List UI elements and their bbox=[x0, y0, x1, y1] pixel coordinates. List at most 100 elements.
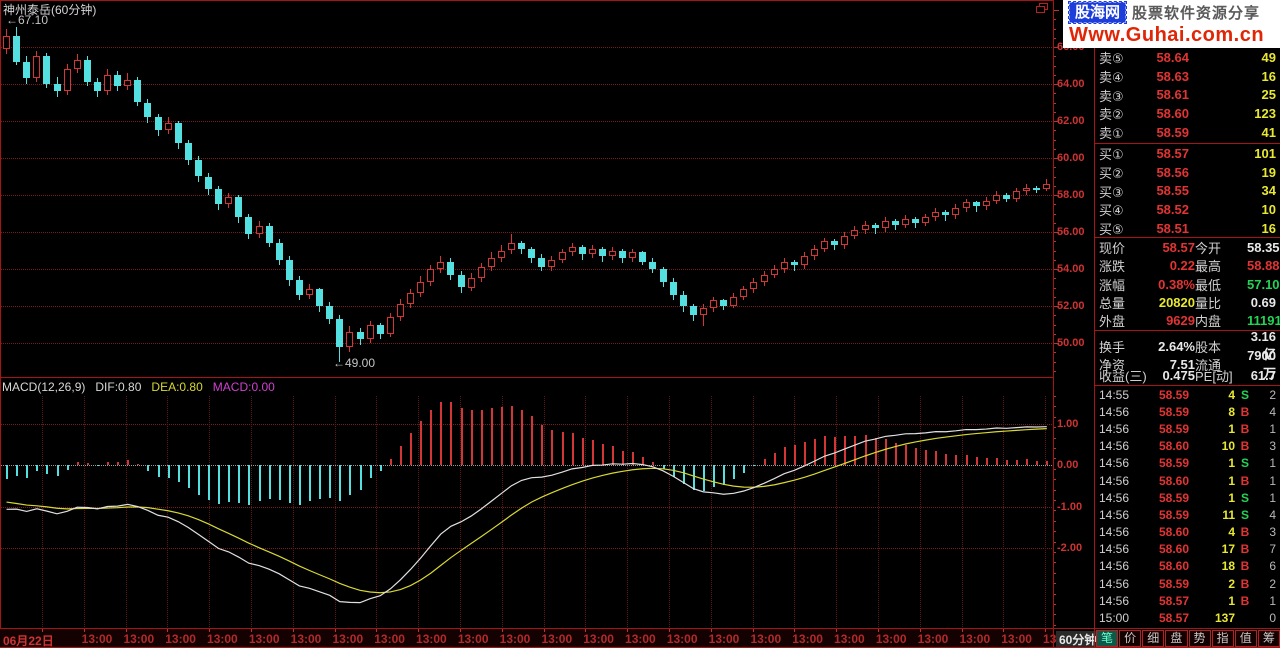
axis-tick bbox=[1053, 222, 1056, 224]
level-label: 买① bbox=[1099, 146, 1124, 162]
trade-side: B bbox=[1240, 421, 1250, 436]
macd-bar-up bbox=[601, 444, 604, 465]
axis-tick bbox=[1053, 583, 1056, 585]
trade-time: 14:56 bbox=[1099, 576, 1130, 591]
axis-tick bbox=[1053, 56, 1056, 58]
tab-势[interactable]: 势 bbox=[1188, 630, 1211, 647]
restore-window-icon[interactable] bbox=[1036, 3, 1049, 13]
gridline bbox=[1, 423, 1052, 425]
level-label: 卖② bbox=[1099, 107, 1124, 123]
sell-level-row[interactable]: 卖④ 58.63 16 bbox=[1095, 67, 1280, 86]
buy-level-row[interactable]: 买④ 58.52 10 bbox=[1095, 200, 1280, 219]
tab-笔[interactable]: 笔 bbox=[1096, 630, 1119, 647]
trade-time: 14:56 bbox=[1099, 542, 1130, 557]
axis-tick bbox=[1053, 296, 1056, 298]
axis-tick bbox=[1053, 232, 1059, 233]
tab-指[interactable]: 指 bbox=[1211, 630, 1234, 647]
gridline bbox=[669, 396, 670, 627]
candle-down bbox=[1033, 187, 1041, 190]
candle-up bbox=[497, 250, 505, 258]
time-tick-label: 13:00 bbox=[583, 632, 614, 646]
time-tick bbox=[543, 629, 545, 632]
macd-bar-up bbox=[460, 407, 463, 465]
logo-badge: 股海网 bbox=[1067, 0, 1128, 24]
trade-time: 14:56 bbox=[1099, 473, 1130, 488]
candle-up bbox=[73, 59, 81, 70]
buy-level-row[interactable]: 买② 58.56 19 bbox=[1095, 163, 1280, 182]
gridline bbox=[1045, 396, 1047, 627]
sell-level-row[interactable]: 卖⑤ 58.64 49 bbox=[1095, 48, 1280, 67]
axis-tick bbox=[1053, 572, 1056, 574]
macd-bar-down bbox=[16, 465, 19, 477]
axis-tick bbox=[1053, 343, 1059, 344]
info-label: 最低 bbox=[1195, 277, 1222, 293]
gridline bbox=[1, 84, 1052, 85]
chart-region[interactable]: 神州泰岳(60分钟) ←67.10 ←49.00 MACD(12,26,9) D… bbox=[0, 0, 1053, 629]
candle-down bbox=[114, 74, 122, 86]
trade-count: 4 bbox=[1269, 507, 1276, 522]
info-value: 7900万 bbox=[1247, 347, 1276, 381]
candle-up bbox=[306, 289, 313, 295]
time-tick bbox=[209, 629, 211, 632]
candle-up bbox=[366, 324, 374, 340]
trade-time: 15:00 bbox=[1099, 611, 1130, 626]
sell-level-row[interactable]: 卖③ 58.61 25 bbox=[1095, 86, 1280, 105]
trade-time: 14:56 bbox=[1099, 593, 1130, 608]
candle-down bbox=[912, 219, 919, 223]
info-label: 外盘 bbox=[1099, 314, 1126, 330]
quote-panel: 卖⑤ 58.64 49 卖④ 58.63 16 卖③ 58.61 25 卖② 58.60 123 卖① 5… bbox=[1095, 48, 1280, 628]
axis-tick bbox=[1053, 396, 1056, 397]
candle-down bbox=[538, 257, 546, 268]
tab-值[interactable]: 值 bbox=[1234, 630, 1257, 647]
tab-细[interactable]: 细 bbox=[1142, 630, 1165, 647]
macd-bar-up bbox=[834, 436, 837, 465]
candle-down bbox=[174, 122, 182, 144]
axis-tick bbox=[1053, 448, 1056, 449]
macd-bar-up bbox=[107, 461, 109, 465]
gridline bbox=[1, 195, 1052, 196]
info-label: 内盘 bbox=[1195, 314, 1222, 330]
tab-盘[interactable]: 盘 bbox=[1165, 630, 1188, 647]
axis-tick bbox=[1053, 427, 1056, 429]
logo-url[interactable]: Www.Guhai.com.cn bbox=[1069, 24, 1265, 46]
buy-level-row[interactable]: 买③ 58.55 34 bbox=[1095, 182, 1280, 201]
macd-bar-down bbox=[309, 465, 311, 501]
macd-tick-label: 1.00 bbox=[1057, 417, 1079, 430]
time-axis: 06月22日 13:00 13:00 13:00 13:00 13:00 13:00 13:… bbox=[0, 629, 1074, 648]
time-tick-label: 13:00 bbox=[917, 632, 949, 646]
time-tick bbox=[376, 629, 378, 632]
axis-tick bbox=[1053, 406, 1056, 408]
dif-value: DIF:0.80 bbox=[95, 380, 142, 394]
sell-level-row[interactable]: 卖② 58.60 123 bbox=[1095, 104, 1280, 123]
buy-level-row[interactable]: 买⑤ 58.51 16 bbox=[1095, 219, 1280, 238]
buy-level-row[interactable]: 买① 58.57 101 bbox=[1095, 144, 1280, 163]
sell-level-row[interactable]: 卖① 58.59 41 bbox=[1095, 123, 1280, 142]
trade-volume: 1 bbox=[1228, 593, 1235, 608]
tab-筹[interactable]: 筹 bbox=[1257, 630, 1280, 647]
level-label: 卖③ bbox=[1099, 88, 1124, 104]
axis-tick bbox=[1053, 604, 1056, 605]
info-label: 股本 bbox=[1195, 339, 1222, 355]
period-selector[interactable]: 60分钟 bbox=[1056, 631, 1100, 648]
time-tick bbox=[919, 629, 921, 632]
candle-down bbox=[871, 224, 879, 229]
info-row: 涨幅 0.38% 最低 57.10 bbox=[1095, 275, 1280, 293]
candle-up bbox=[901, 219, 909, 225]
trade-row: 14:56 58.59 11 S 4 bbox=[1095, 506, 1280, 523]
macd-bar-down bbox=[208, 465, 210, 500]
gridline bbox=[167, 396, 169, 627]
trade-time: 14:56 bbox=[1099, 559, 1130, 574]
candle-up bbox=[1023, 187, 1031, 192]
candle-down bbox=[457, 274, 465, 288]
macd-lines bbox=[6, 426, 1047, 604]
time-tick bbox=[1045, 629, 1047, 632]
macd-bar-up bbox=[894, 442, 897, 465]
tab-价[interactable]: 价 bbox=[1119, 630, 1142, 647]
time-tick-label: 13:00 bbox=[792, 632, 823, 646]
info-value: 58.88 bbox=[1247, 258, 1280, 274]
macd-bar-down bbox=[369, 465, 372, 479]
candle-up bbox=[396, 304, 404, 318]
axis-tick bbox=[1053, 479, 1056, 481]
gridline bbox=[1003, 396, 1005, 627]
time-tick bbox=[292, 629, 294, 632]
